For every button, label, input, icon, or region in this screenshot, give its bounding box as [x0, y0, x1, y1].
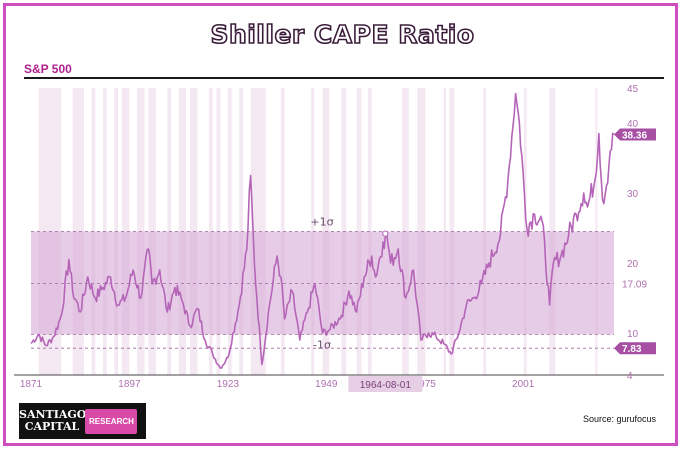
x-tick-label: 1897: [118, 379, 141, 390]
highlight-tick-box: [348, 376, 423, 392]
reference-value-badge: [614, 342, 656, 355]
y-tick-label: 4: [627, 371, 633, 382]
chart-subtitle: S&P 500: [24, 62, 72, 76]
y-tick-label: 40: [627, 119, 639, 130]
x-tick-label: 1923: [217, 379, 240, 390]
upper-sigma-label: +1σ: [310, 216, 333, 229]
mean-value-label: 17.09: [622, 279, 647, 290]
current-value-label: 38.36: [622, 130, 647, 141]
x-tick-label: 1949: [315, 379, 338, 390]
y-tick-label: 10: [627, 329, 639, 340]
logo-name: SANTIAGO CAPITAL: [19, 408, 87, 433]
highlight-marker: [382, 230, 389, 237]
reference-value-label: 7.83: [622, 344, 642, 355]
highlight-tick-label: 1964-08-01: [360, 380, 412, 391]
current-value-badge: [614, 128, 656, 141]
lower-sigma-label: -1σ: [313, 338, 331, 351]
x-tick-label: 1975: [414, 379, 437, 390]
title-rule: [24, 77, 664, 79]
logo-badge: RESEARCH: [85, 408, 137, 434]
sigma-band: [31, 231, 614, 335]
santiago-capital-logo: SANTIAGO CAPITAL RESEARCH: [19, 403, 146, 439]
x-tick-label: 2001: [512, 379, 535, 390]
y-tick-label: 45: [627, 84, 639, 95]
chart-title: Shiller CAPE Ratio: [210, 19, 475, 50]
x-tick-label: 1871: [20, 379, 43, 390]
y-tick-label: 30: [627, 189, 639, 200]
source-note: Source: gurufocus: [583, 414, 657, 424]
y-tick-label: 20: [627, 259, 639, 270]
cape-ratio-line: [30, 92, 615, 369]
